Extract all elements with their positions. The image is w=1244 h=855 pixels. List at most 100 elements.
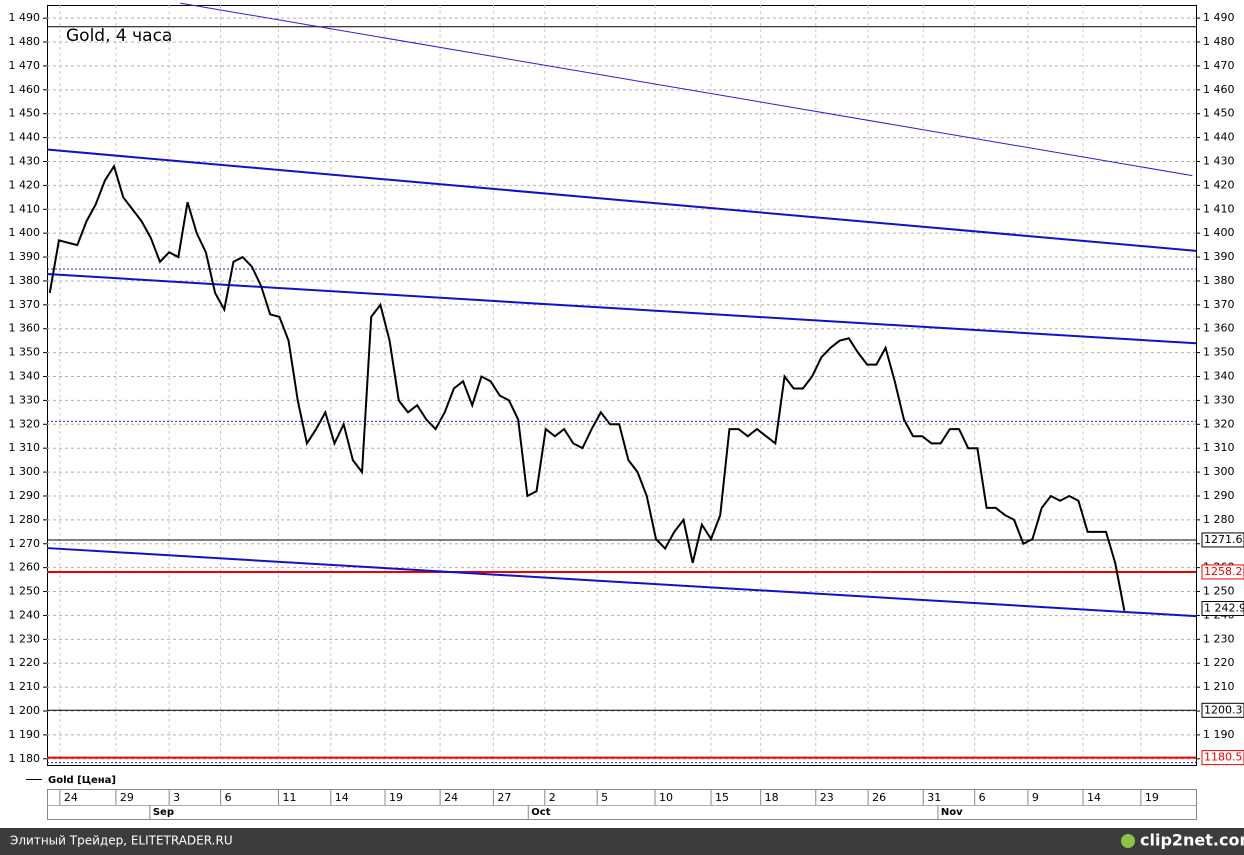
x-tick-label: 31 [927, 791, 941, 804]
x-tick-label: 26 [872, 791, 886, 804]
logo-icon [1121, 834, 1135, 848]
footer-logo: clip2net.com [1140, 831, 1244, 850]
y-tick-label: 1 410 [9, 202, 41, 215]
y2-tick-label: 1 250 [1203, 585, 1235, 598]
y-tick-label: 1 490 [9, 11, 41, 24]
y-tick-label: 1 470 [9, 59, 41, 72]
y2-tick-label: 1 460 [1203, 83, 1235, 96]
x-tick-label: 14 [335, 791, 349, 804]
last-price-box [1201, 601, 1244, 617]
price-line [48, 163, 1126, 611]
y2-tick-label: 1 430 [1203, 154, 1235, 167]
y-tick-label: 1 480 [9, 35, 41, 48]
level-label: 1271.6 [1204, 533, 1243, 546]
y-tick-label: 1 430 [9, 154, 41, 167]
y-tick-label: 1 420 [9, 178, 41, 191]
y2-tick-label: 1 420 [1203, 178, 1235, 191]
date-axis-frame [47, 789, 1197, 820]
y-tick-label: 1 460 [9, 83, 41, 96]
level-box [1201, 564, 1244, 580]
y-tick-label: 1 360 [9, 322, 41, 335]
x-tick-label: 27 [497, 791, 511, 804]
y2-tick-label: 1 390 [1203, 250, 1235, 263]
y2-tick-label: 1 490 [1203, 11, 1235, 24]
y-tick-label: 1 390 [9, 250, 41, 263]
y-tick-label: 1 260 [9, 561, 41, 574]
y-tick-label: 1 350 [9, 346, 41, 359]
footer-bar [0, 828, 1244, 855]
y2-tick-label: 1 370 [1203, 298, 1235, 311]
y2-tick-label: 1 480 [1203, 35, 1235, 48]
last-price-label: 1 242.9 [1204, 602, 1244, 615]
x-tick-label: 10 [659, 791, 673, 804]
y2-tick-label: 1 440 [1203, 131, 1235, 144]
y-tick-label: 1 270 [9, 537, 41, 550]
x-tick-label: 3 [173, 791, 180, 804]
level-box [1201, 532, 1244, 548]
trend-line [46, 273, 1197, 345]
legend-label: Gold [Цена] [48, 775, 116, 786]
month-label: Nov [941, 807, 963, 818]
y-tick-label: 1 280 [9, 513, 41, 526]
y-tick-label: 1 210 [9, 680, 41, 693]
y2-tick-label: 1 310 [1203, 441, 1235, 454]
y-tick-label: 1 440 [9, 131, 41, 144]
x-tick-label: 6 [225, 791, 232, 804]
x-tick-label: 14 [1087, 791, 1101, 804]
x-tick-label: 2 [549, 791, 556, 804]
x-tick-label: 24 [444, 791, 458, 804]
y2-tick-label: 1 320 [1203, 417, 1235, 430]
x-tick-label: 6 [979, 791, 986, 804]
y2-tick-label: 1 210 [1203, 680, 1235, 693]
x-tick-label: 18 [765, 791, 779, 804]
y2-tick-label: 1 280 [1203, 513, 1235, 526]
level-box [1201, 750, 1244, 766]
y2-tick-label: 1 400 [1203, 226, 1235, 239]
y-tick-label: 1 220 [9, 656, 41, 669]
level-box [1201, 702, 1244, 718]
x-tick-label: 5 [601, 791, 608, 804]
y2-tick-label: 1 450 [1203, 107, 1235, 120]
y2-tick-label: 1 470 [1203, 59, 1235, 72]
plot-frame [47, 5, 1197, 766]
y-tick-label: 1 340 [9, 370, 41, 383]
x-tick-label: 11 [282, 791, 296, 804]
y2-tick-label: 1 330 [1203, 393, 1235, 406]
level-label: 1258.2 [1204, 565, 1243, 578]
y2-tick-label: 1 380 [1203, 274, 1235, 287]
y2-tick-label: 1 360 [1203, 322, 1235, 335]
y-tick-label: 1 180 [9, 752, 41, 765]
y-tick-label: 1 330 [9, 393, 41, 406]
y2-tick-label: 1 340 [1203, 370, 1235, 383]
y-tick-label: 1 450 [9, 107, 41, 120]
x-tick-label: 9 [1032, 791, 1039, 804]
y-tick-label: 1 230 [9, 632, 41, 645]
y-tick-label: 1 190 [9, 728, 41, 741]
x-tick-label: 23 [820, 791, 834, 804]
x-tick-label: 15 [715, 791, 729, 804]
y-tick-label: 1 380 [9, 274, 41, 287]
y2-tick-label: 1 300 [1203, 465, 1235, 478]
y2-tick-label: 1 230 [1203, 632, 1235, 645]
y-tick-label: 1 310 [9, 441, 41, 454]
y-tick-label: 1 400 [9, 226, 41, 239]
y-tick-label: 1 370 [9, 298, 41, 311]
background [0, 0, 1244, 828]
y2-tick-label: 1 290 [1203, 489, 1235, 502]
y-tick-label: 1 250 [9, 585, 41, 598]
level-label: 1180.5 [1204, 751, 1243, 764]
trend-line [46, 547, 1197, 618]
x-tick-label: 19 [1145, 791, 1159, 804]
y-tick-label: 1 240 [9, 608, 41, 621]
level-label: 1200.3 [1204, 703, 1243, 716]
month-label: Sep [153, 807, 174, 818]
y-tick-label: 1 290 [9, 489, 41, 502]
trend-line [46, 148, 1197, 252]
x-tick-label: 24 [64, 791, 78, 804]
y2-tick-label: 1 220 [1203, 656, 1235, 669]
trend-line [180, 2, 1193, 177]
y-tick-label: 1 200 [9, 704, 41, 717]
x-tick-label: 29 [120, 791, 134, 804]
